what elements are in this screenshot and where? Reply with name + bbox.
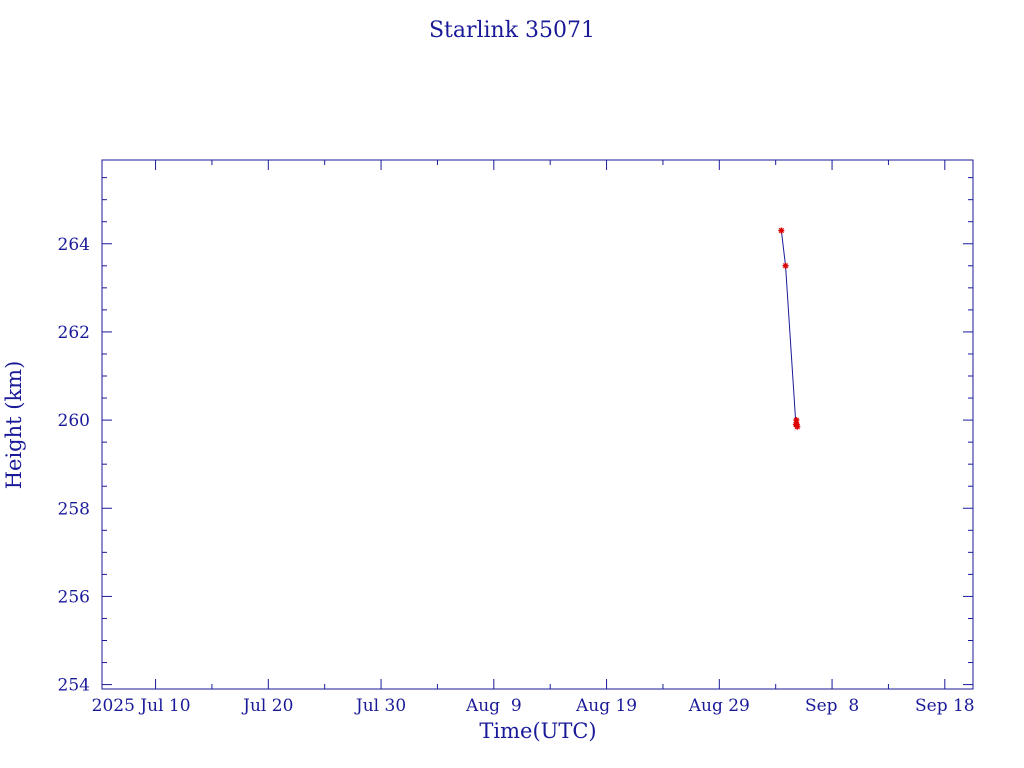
x-axis-label: Time(UTC)	[479, 719, 596, 743]
x-tick-label: Jul 30	[354, 696, 406, 716]
data-point	[782, 262, 789, 269]
y-tick-labels: 254 256 258 260 262 264	[58, 235, 90, 696]
plot-frame	[101, 159, 974, 690]
y-tick-label: 260	[58, 411, 90, 431]
y-tick-label: 262	[58, 323, 90, 343]
chart-title: Starlink 35071	[429, 18, 595, 43]
x-tick-label: Aug 29	[688, 696, 750, 716]
data-point	[778, 227, 785, 234]
y-axis-label: Height (km)	[2, 361, 26, 490]
y-tick-label: 264	[58, 235, 90, 255]
series-line	[780, 230, 798, 427]
x-tick-label: Jul 20	[241, 696, 293, 716]
x-tick-label: Aug 9	[465, 696, 522, 716]
y-tick-label: 256	[58, 587, 90, 607]
data-point	[794, 423, 801, 430]
x-tick-label: 2025 Jul 10	[92, 696, 191, 716]
x-tick-label: Sep 8	[805, 696, 859, 716]
y-tick-label: 258	[58, 499, 90, 519]
x-tick-label: Aug 19	[575, 696, 637, 716]
y-tick-label: 254	[58, 676, 90, 696]
axis-ticks	[102, 160, 973, 689]
data-series	[778, 227, 801, 430]
x-tick-label: Sep 18	[915, 696, 975, 716]
x-tick-labels: 2025 Jul 10 Jul 20 Jul 30 Aug 9 Aug 19 Aug 29…	[92, 696, 975, 716]
